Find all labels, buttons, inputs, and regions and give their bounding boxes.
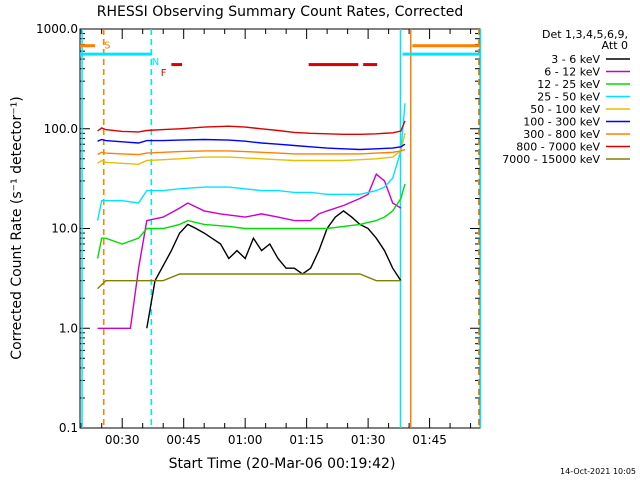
flag-bar-5 — [308, 63, 359, 67]
flag-bar-2 — [402, 52, 480, 56]
series-line-2 — [96, 183, 406, 259]
flag-label-0: S — [104, 40, 110, 51]
series-line-1 — [97, 173, 402, 329]
y-axis-label: Corrected Count Rate (s⁻¹ detector⁻¹) — [9, 96, 25, 359]
series-line-3 — [96, 103, 406, 221]
x-tick-label-0: 00:30 — [105, 433, 140, 447]
legend-label-1: 6 - 12 keV — [544, 66, 600, 79]
flag-label-1: N — [152, 57, 159, 68]
series-line-5 — [97, 138, 406, 151]
legend-label-5: 100 - 300 keV — [523, 116, 600, 129]
x-tick-label-5: 01:45 — [412, 433, 447, 447]
x-tick-label-3: 01:15 — [289, 433, 324, 447]
legend-header-0: Det 1,3,4,5,6,9, — [542, 28, 628, 41]
series-lines — [96, 103, 406, 329]
series-line-0 — [146, 210, 402, 329]
instrument-flag-lines — [81, 29, 482, 428]
legend-label-8: 7000 - 15000 keV — [502, 153, 600, 166]
series-line-8 — [97, 273, 401, 290]
x-tick-labels: 00:30 00:45 01:00 01:15 01:30 01:45 — [105, 433, 447, 447]
legend-header-1: Att 0 — [602, 39, 628, 52]
x-tick-label-2: 01:00 — [228, 433, 263, 447]
y-tick-label-1: 1.0 — [59, 321, 78, 335]
x-tick-label-4: 01:30 — [351, 433, 386, 447]
y-tick-label-4: 1000.0 — [36, 22, 78, 36]
legend-label-7: 800 - 7000 keV — [516, 141, 600, 154]
series-line-7 — [97, 120, 406, 136]
y-tick-label-2: 10.0 — [51, 222, 78, 236]
x-axis-label: Start Time (20-Mar-06 00:19:42) — [169, 456, 396, 472]
flag-bar-1 — [80, 44, 96, 48]
axis-ticks — [80, 28, 480, 429]
series-line-6 — [97, 148, 406, 156]
flag-bar-6 — [363, 63, 378, 67]
footer-date: 14-Oct-2021 10:05 — [560, 467, 636, 476]
flag-bar-4 — [171, 63, 183, 67]
y-tick-label-3: 100.0 — [44, 122, 78, 136]
legend-label-4: 50 - 100 keV — [530, 103, 600, 116]
series-line-4 — [97, 133, 406, 166]
instrument-flags: S NF — [80, 40, 480, 79]
legend-label-6: 300 - 800 keV — [523, 128, 600, 141]
flag-label-2: F — [161, 68, 167, 79]
flag-bar-3 — [412, 44, 480, 48]
x-tick-label-1: 00:45 — [166, 433, 201, 447]
y-tick-label-0: 0.1 — [59, 421, 78, 435]
chart-title: RHESSI Observing Summary Count Rates, Co… — [97, 4, 463, 20]
flag-bar-0 — [80, 52, 152, 56]
legend-label-0: 3 - 6 keV — [551, 53, 600, 66]
y-tick-labels: 0.1 1.0 10.0 100.0 1000.0 — [36, 22, 78, 435]
legend-label-2: 12 - 25 keV — [537, 78, 600, 91]
legend-label-3: 25 - 50 keV — [537, 91, 600, 104]
